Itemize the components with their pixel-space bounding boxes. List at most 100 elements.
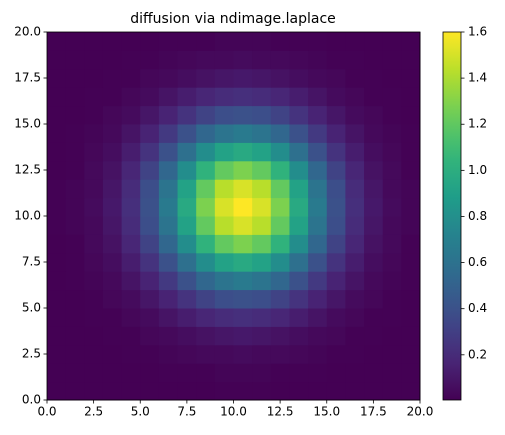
heat-cell [196,234,216,254]
heat-cell [308,105,328,125]
heat-cell [326,271,346,291]
heat-cell [270,32,290,51]
heat-cell [308,271,328,291]
heat-cell [270,179,290,199]
heat-cell [84,68,104,88]
x-tick-label: 20.0 [407,405,434,419]
heat-cell [382,381,402,401]
heat-cell [233,142,253,162]
colorbar-tick-label: 1.4 [468,71,487,85]
heat-cell [102,105,123,125]
heat-cell [289,216,309,235]
heat-cell [345,142,365,162]
heat-cell [401,160,421,180]
heat-cell [65,124,85,143]
heat-cell [158,32,179,51]
heat-cell [326,344,346,364]
heat-cell [121,326,141,346]
heat-cell [233,234,253,254]
heat-cell [140,160,160,180]
heat-cell [214,105,234,125]
heat-cell [326,32,346,51]
heat-cell [140,50,160,70]
heat-cell [345,381,365,401]
heat-cell [345,271,365,291]
heat-cell [289,124,309,143]
heat-cell [289,344,309,364]
heat-cell [326,234,346,254]
heat-cell [270,289,290,309]
heat-cell [214,179,234,199]
heat-cell [401,124,421,143]
y-tick-label: 2.5 [22,347,41,361]
heat-cell [270,252,290,272]
heat-cell [65,308,85,327]
heat-cell [345,289,365,309]
heat-cell [345,68,365,88]
heat-cell [177,197,197,217]
heat-cell [382,197,402,217]
heat-cell [47,381,67,401]
heat-cell [102,252,123,272]
heat-cell [121,124,141,143]
heat-cell [84,363,104,383]
heat-cell [196,142,216,162]
heat-cell [102,381,123,401]
heat-cell [308,32,328,51]
heat-cell [102,142,123,162]
heat-cell [401,308,421,327]
heat-cell [102,234,123,254]
heat-cell [47,252,67,272]
heat-cell [65,326,85,346]
heat-cell [140,271,160,291]
heat-cell [233,124,253,143]
heat-cell [252,32,272,51]
heat-cell [47,197,67,217]
heat-cell [345,363,365,383]
heat-cell [214,289,234,309]
heat-cell [270,363,290,383]
heat-cell [252,216,272,235]
heat-cell [289,252,309,272]
chart-title: diffusion via ndimage.laplace [130,11,336,27]
heat-cell [270,197,290,217]
heat-cell [84,252,104,272]
heat-cell [196,363,216,383]
heat-cell [140,68,160,88]
heat-cell [177,381,197,401]
colorbar-tick-label: 0.6 [468,255,487,269]
heat-cell [345,216,365,235]
heat-cell [102,289,123,309]
heat-cell [289,271,309,291]
heat-cell [84,381,104,401]
heat-cell [382,32,402,51]
heat-cell [84,87,104,107]
heat-cell [233,87,253,107]
heat-cell [214,50,234,70]
colorbar-tick-label: 1.0 [468,163,487,177]
heat-cell [196,197,216,217]
heat-cell [382,308,402,327]
heat-cell [364,234,384,254]
heat-cell [102,124,123,143]
heat-cell [233,271,253,291]
heat-cell [270,142,290,162]
heat-cell [47,124,67,143]
heat-cell [121,271,141,291]
heat-cell [84,326,104,346]
y-tick-label: 17.5 [14,71,41,85]
heat-cell [121,87,141,107]
heat-cell [177,124,197,143]
heat-cell [140,326,160,346]
heat-cell [65,363,85,383]
heat-cell [47,216,67,235]
colorbar-tick-label: 0.4 [468,301,487,315]
heat-cell [364,142,384,162]
heat-cell [364,308,384,327]
heat-cell [47,50,67,70]
heat-cell [47,160,67,180]
heat-cell [84,271,104,291]
heat-cell [252,289,272,309]
heat-cell [47,142,67,162]
heat-cell [289,32,309,51]
